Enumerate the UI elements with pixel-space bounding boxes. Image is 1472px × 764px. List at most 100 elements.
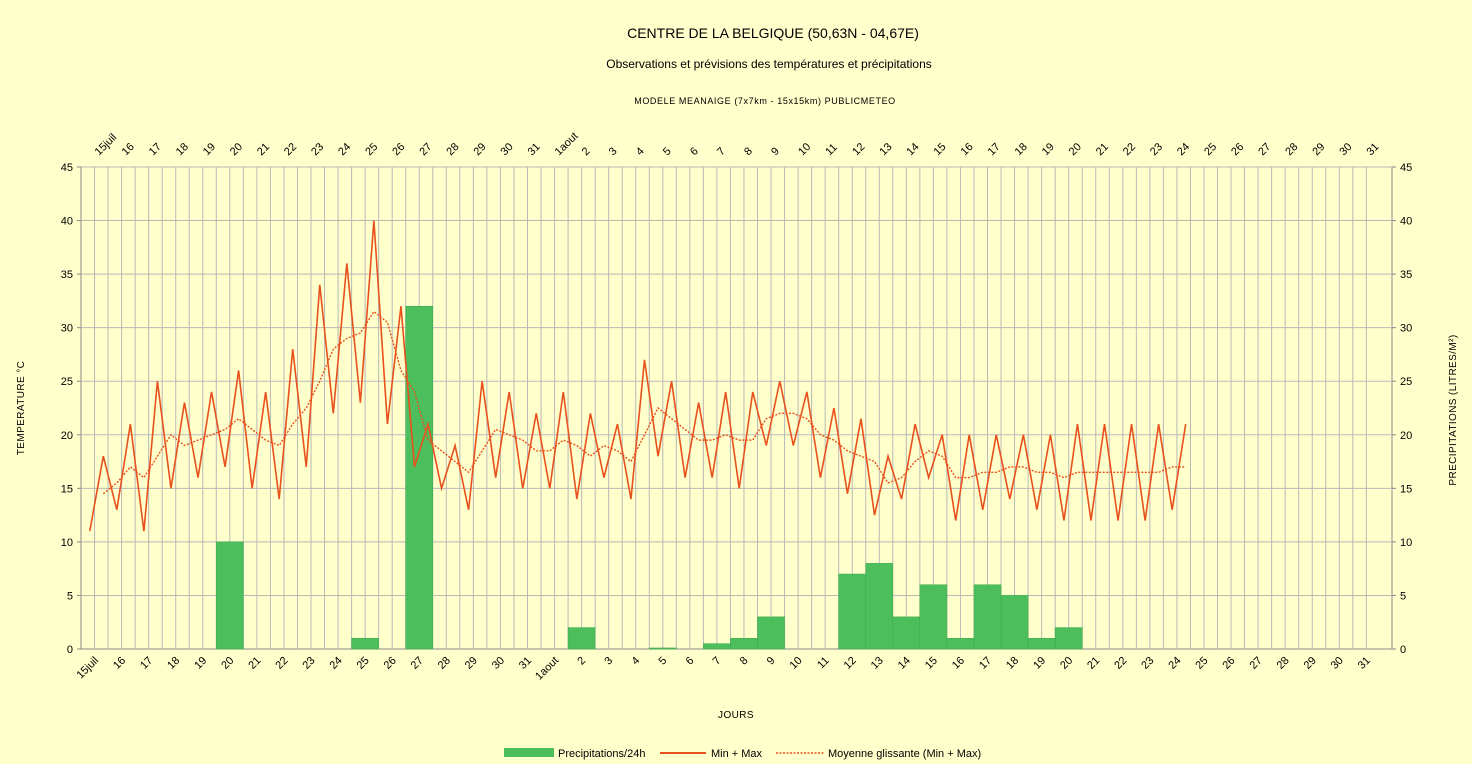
x-tick-label-bottom: 8 <box>738 655 751 668</box>
precip-bar <box>946 638 975 650</box>
x-tick-label-top: 18 <box>174 141 191 158</box>
x-tick-label-bottom: 27 <box>409 655 426 672</box>
y-tick-label-left: 35 <box>61 269 73 281</box>
x-tick-label-top: 16 <box>959 141 976 158</box>
x-tick-label-bottom: 19 <box>1031 655 1048 672</box>
x-tick-label-top: 17 <box>986 141 1003 158</box>
x-tick-label-bottom: 16 <box>950 655 967 672</box>
precip-bar <box>703 643 731 650</box>
x-tick-label-bottom: 15 <box>923 655 940 672</box>
x-tick-label-bottom: 14 <box>896 655 913 672</box>
x-tick-label-top: 5 <box>661 145 674 158</box>
y-tick-label-right: 0 <box>1400 644 1406 656</box>
x-tick-label-top: 1aout <box>553 130 581 158</box>
x-tick-label-top: 30 <box>499 141 516 158</box>
y-tick-label-left: 45 <box>61 162 73 174</box>
x-tick-label-bottom: 19 <box>192 655 209 672</box>
x-tick-label-bottom: 27 <box>1248 655 1265 672</box>
x-tick-label-bottom: 4 <box>630 655 643 668</box>
legend-minmax-label: Min + Max <box>711 748 763 760</box>
x-tick-label-top: 16 <box>120 141 137 158</box>
minmax-line <box>88 220 1187 532</box>
x-tick-label-bottom: 16 <box>111 655 128 672</box>
precip-bar <box>351 638 379 650</box>
legend-precip-swatch <box>504 748 554 757</box>
x-tick-label-top: 18 <box>1013 141 1030 158</box>
x-tick-label-top: 24 <box>336 141 353 158</box>
x-tick-label-bottom: 31 <box>517 655 534 672</box>
x-tick-label-top: 31 <box>1364 141 1381 158</box>
x-tick-label-bottom: 18 <box>165 655 182 672</box>
x-tick-label-top: 10 <box>796 141 813 158</box>
x-tick-label-top: 6 <box>688 145 701 158</box>
x-tick-label-bottom: 10 <box>788 655 805 672</box>
x-tick-label-top: 20 <box>228 141 245 158</box>
x-tick-label-top: 28 <box>444 141 461 158</box>
x-tick-label-bottom: 29 <box>1302 655 1319 672</box>
x-tick-label-top: 2 <box>580 145 593 158</box>
x-tick-label-bottom: 18 <box>1004 655 1021 672</box>
x-tick-label-bottom: 3 <box>602 655 615 668</box>
y-tick-label-right: 10 <box>1400 537 1412 549</box>
x-tick-label-top: 28 <box>1283 141 1300 158</box>
x-tick-label-top: 21 <box>1094 141 1111 158</box>
precip-bar <box>405 305 434 650</box>
x-tick-label-top: 27 <box>1256 141 1273 158</box>
y-tick-label-right: 30 <box>1400 323 1412 335</box>
x-tick-label-bottom: 2 <box>575 655 588 668</box>
x-tick-label-top: 23 <box>309 141 326 158</box>
precip-bar <box>838 573 866 650</box>
x-tick-label-top: 17 <box>147 141 164 158</box>
y-tick-label-left: 25 <box>61 376 73 388</box>
precip-bar <box>757 616 785 650</box>
x-tick-label-top: 14 <box>904 141 921 158</box>
x-tick-label-top: 24 <box>1175 141 1192 158</box>
precip-bar <box>1000 595 1029 650</box>
x-tick-label-top: 29 <box>1310 141 1327 158</box>
precip-bar <box>1054 627 1083 650</box>
x-tick-label-top: 26 <box>1229 141 1246 158</box>
x-tick-label-bottom: 22 <box>273 655 290 672</box>
x-tick-label-bottom: 11 <box>815 655 832 672</box>
y-tick-label-left: 20 <box>61 430 73 442</box>
y-tick-label-left: 30 <box>61 323 73 335</box>
x-tick-label-bottom: 21 <box>1085 655 1102 672</box>
legend: Precipitations/24h Min + Max Moyenne gli… <box>504 748 981 760</box>
x-tick-label-bottom: 20 <box>1058 655 1075 672</box>
x-tick-label-top: 15juil <box>93 131 120 158</box>
x-tick-label-bottom: 30 <box>1329 655 1346 672</box>
x-tick-label-top: 12 <box>850 141 867 158</box>
y-tick-label-right: 25 <box>1400 376 1412 388</box>
x-tick-label-bottom: 17 <box>977 655 994 672</box>
y-axis-left-label: TEMPERATURE °C <box>16 361 27 455</box>
x-tick-label-bottom: 31 <box>1356 655 1373 672</box>
x-tick-label-bottom: 24 <box>1166 655 1183 672</box>
y-tick-label-left: 10 <box>61 537 73 549</box>
chart-title: CENTRE DE LA BELGIQUE (50,63N - 04,67E) <box>627 25 919 41</box>
x-tick-label-top: 21 <box>255 141 272 158</box>
x-tick-label-bottom: 13 <box>869 655 886 672</box>
plot-frame <box>80 166 1393 650</box>
x-tick-label-top: 22 <box>282 141 299 158</box>
y-tick-label-left: 15 <box>61 483 73 495</box>
precip-bar <box>649 647 677 650</box>
x-tick-label-bottom: 21 <box>246 655 263 672</box>
legend-precip-label: Precipitations/24h <box>558 748 645 760</box>
precip-bar <box>973 584 1002 650</box>
x-tick-label-top: 30 <box>1337 141 1354 158</box>
x-tick-label-bottom: 26 <box>382 655 399 672</box>
y-tick-label-right: 20 <box>1400 430 1412 442</box>
x-tick-label-bottom: 25 <box>1193 655 1210 672</box>
precip-bar <box>892 616 921 650</box>
y-tick-label-left: 40 <box>61 216 73 228</box>
x-tick-label-top: 9 <box>769 145 782 158</box>
precip-bar <box>865 563 894 650</box>
x-tick-label-top: 25 <box>363 141 380 158</box>
x-tick-label-top: 13 <box>877 141 894 158</box>
x-tick-label-top: 29 <box>471 141 488 158</box>
moyenne-line <box>102 310 1186 495</box>
y-axis-right-label: PRECIPITATIONS (LITRES/M²) <box>1448 334 1459 485</box>
x-tick-label-bottom: 9 <box>765 655 778 668</box>
